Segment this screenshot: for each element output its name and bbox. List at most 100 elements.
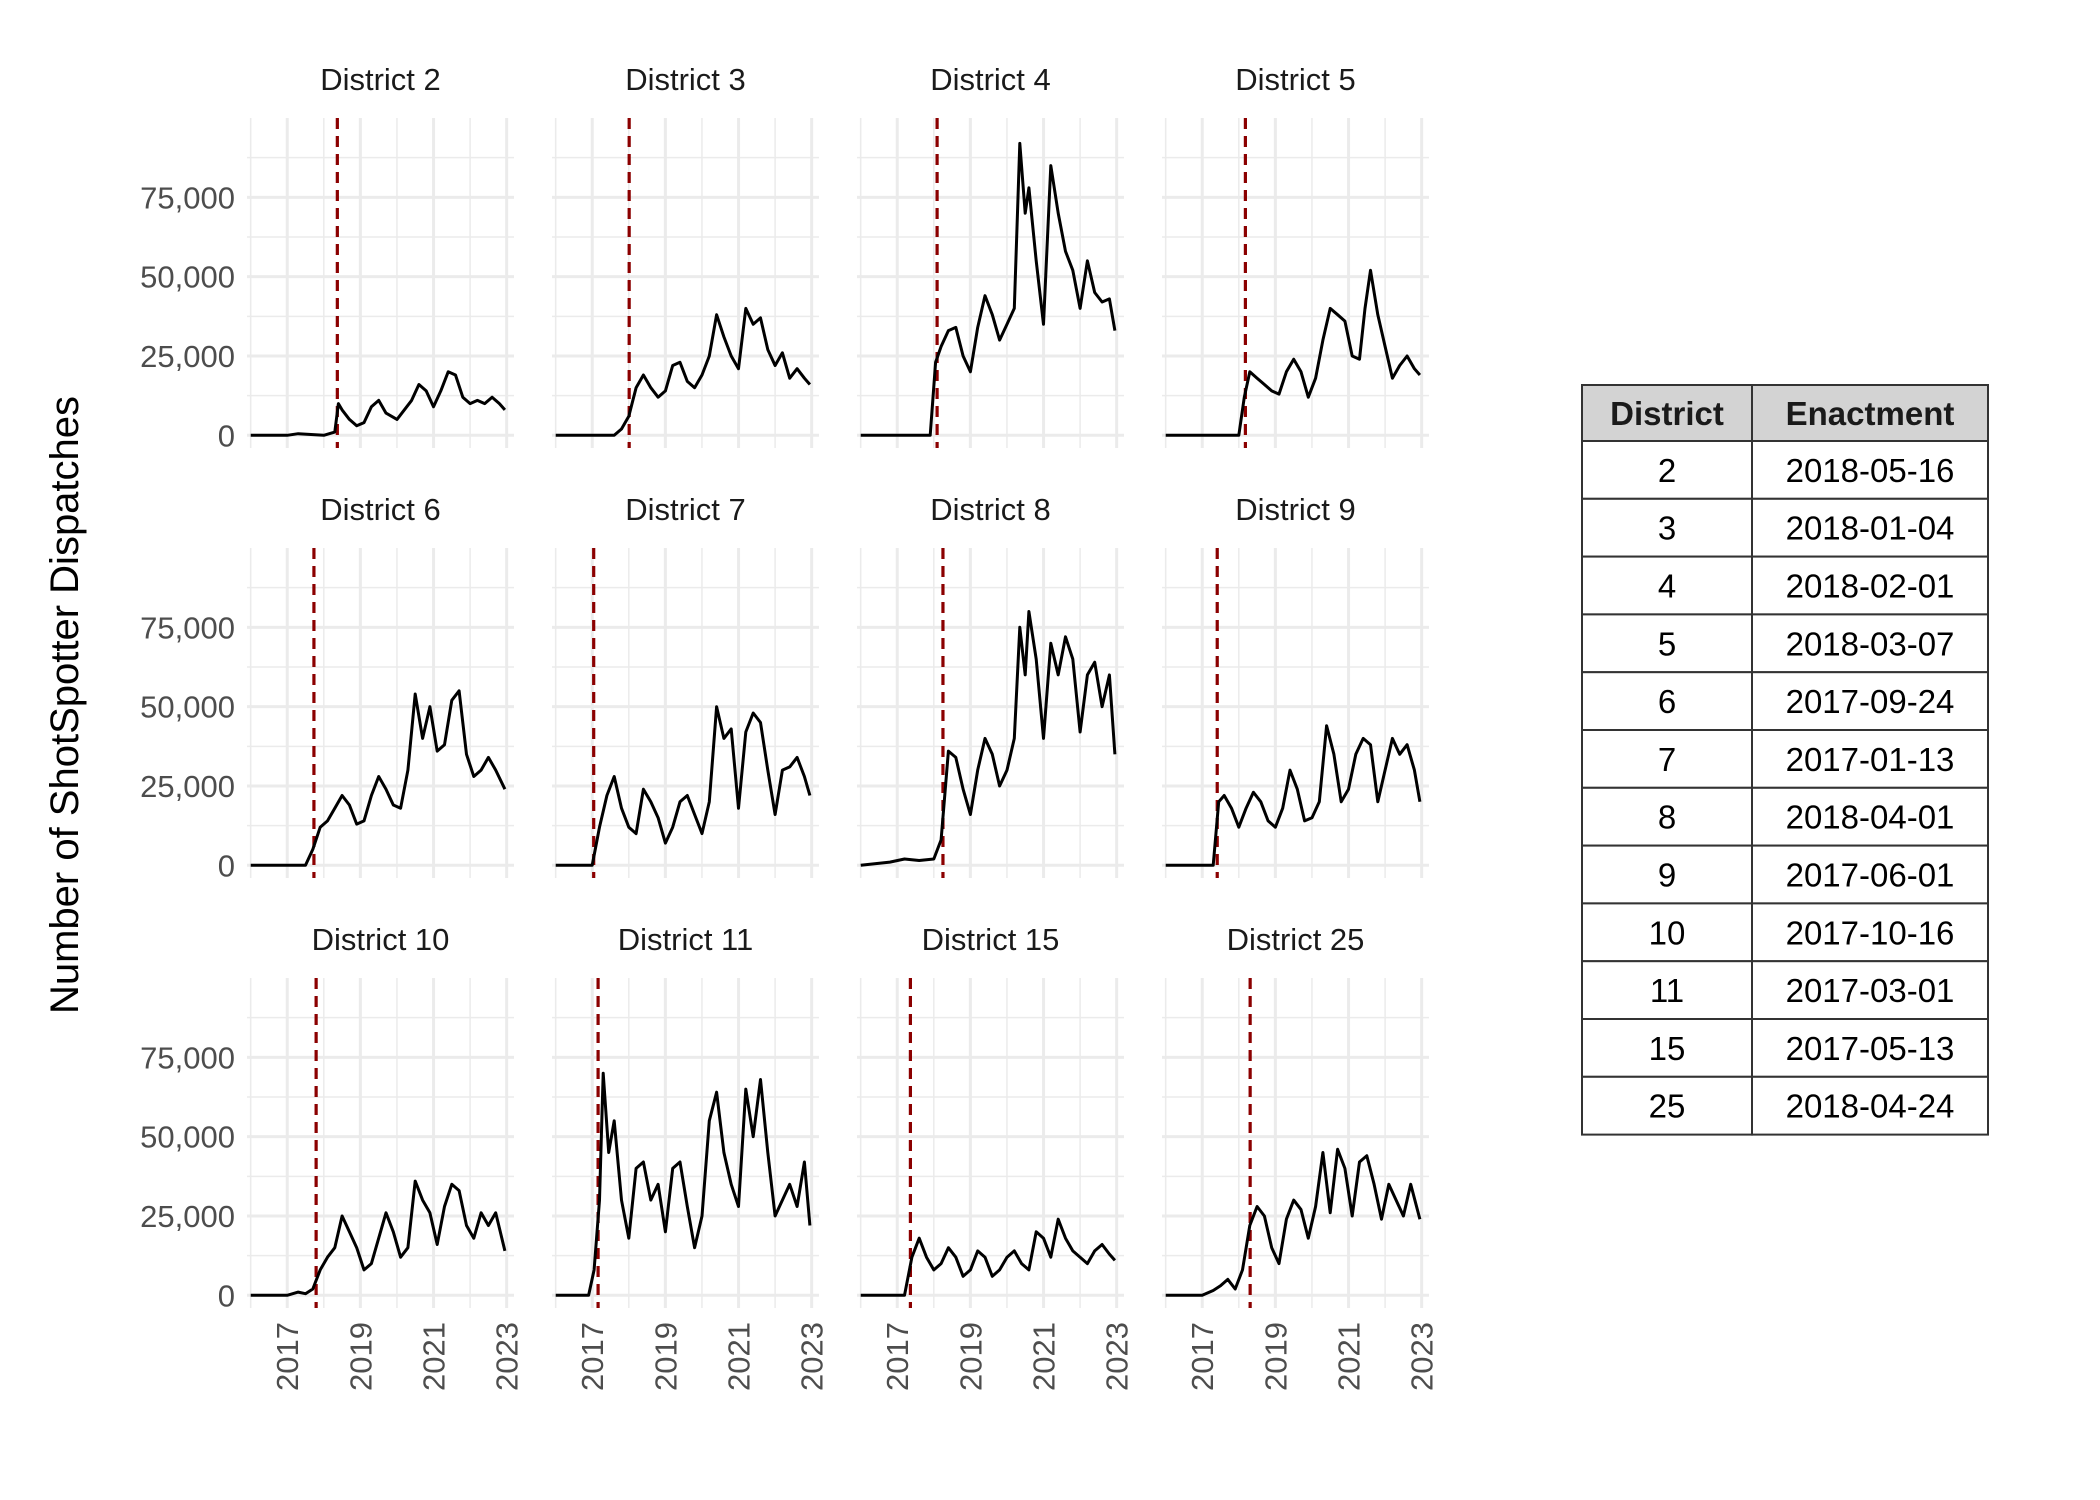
y-tick-label: 25,000 bbox=[140, 769, 235, 804]
facet-district-6: District 6 0 25,000 50,000 75,000 bbox=[140, 492, 514, 883]
x-tick-label: 2021 bbox=[722, 1322, 757, 1391]
table-district-cell: 25 bbox=[1649, 1088, 1686, 1125]
table-enactment-cell: 2018-02-01 bbox=[1786, 568, 1955, 605]
facet-strip-label: District 15 bbox=[922, 922, 1060, 957]
table-cell bbox=[1751, 440, 1989, 500]
facet-strip-label: District 2 bbox=[320, 62, 441, 97]
facet-strip-label: District 9 bbox=[1235, 492, 1356, 527]
y-tick-label: 75,000 bbox=[140, 610, 235, 645]
facet-strip-label: District 6 bbox=[320, 492, 441, 527]
table-cell bbox=[1751, 844, 1989, 905]
x-tick-label: 2019 bbox=[1258, 1322, 1293, 1391]
table-header-label: Enactment bbox=[1786, 395, 1955, 432]
table-district-cell: 3 bbox=[1658, 510, 1676, 547]
facet-district-9: District 9 bbox=[1162, 492, 1429, 878]
x-tick-label: 2019 bbox=[953, 1322, 988, 1391]
table-cell bbox=[1581, 440, 1753, 500]
y-tick-label: 75,000 bbox=[140, 180, 235, 215]
series-line bbox=[860, 610, 1117, 867]
table-cell bbox=[1751, 613, 1989, 674]
facet-district-10: District 10 0 25,000 50,000 75,000 2017 2019 20… bbox=[140, 922, 525, 1391]
table-district-cell: 6 bbox=[1658, 683, 1676, 720]
x-tick-label: 2021 bbox=[417, 1322, 452, 1391]
series-line bbox=[555, 1071, 812, 1297]
table-enactment-cell: 2017-09-24 bbox=[1786, 683, 1955, 720]
x-tick-label: 2023 bbox=[490, 1322, 525, 1391]
facet-strip-label: District 10 bbox=[312, 922, 450, 957]
series-line bbox=[555, 306, 812, 437]
table-cell bbox=[1751, 902, 1989, 963]
table-header-cell bbox=[1751, 384, 1989, 442]
y-axis-label: Number of ShotSpotter Dispatches bbox=[43, 396, 87, 1014]
table-enactment-cell: 2018-05-16 bbox=[1786, 452, 1955, 489]
series-line bbox=[1165, 1147, 1422, 1297]
facet-district-4: District 4 bbox=[857, 62, 1124, 448]
series-line bbox=[250, 370, 507, 437]
x-tick-label: 2017 bbox=[270, 1322, 305, 1391]
y-tick-label: 0 bbox=[218, 848, 235, 883]
series-line bbox=[1165, 268, 1422, 437]
table-cell bbox=[1581, 555, 1753, 616]
table-district-cell: 9 bbox=[1658, 857, 1676, 894]
table-enactment-cell: 2017-05-13 bbox=[1786, 1030, 1955, 1067]
table-enactment-cell: 2018-04-01 bbox=[1786, 799, 1955, 836]
facet-strip-label: District 5 bbox=[1235, 62, 1356, 97]
facet-district-25: District 25 2017 2019 2021 2023 bbox=[1162, 922, 1440, 1391]
table-cell bbox=[1751, 960, 1989, 1021]
facet-strip-label: District 3 bbox=[625, 62, 746, 97]
series-line bbox=[250, 689, 507, 867]
y-tick-label: 50,000 bbox=[140, 690, 235, 725]
table-cell bbox=[1751, 786, 1989, 847]
table-cell bbox=[1751, 1075, 1989, 1136]
table-enactment-cell: 2017-10-16 bbox=[1786, 914, 1955, 951]
y-tick-label: 50,000 bbox=[140, 260, 235, 295]
series-line bbox=[555, 705, 812, 867]
table-cell bbox=[1581, 729, 1753, 789]
x-tick-label: 2021 bbox=[1027, 1322, 1062, 1391]
table-enactment-cell: 2017-06-01 bbox=[1786, 857, 1955, 894]
table-district-cell: 11 bbox=[1650, 972, 1684, 1009]
table-cell bbox=[1581, 671, 1753, 732]
table-cell bbox=[1581, 844, 1753, 905]
facet-strip-label: District 8 bbox=[930, 492, 1051, 527]
facet-strip-label: District 11 bbox=[618, 922, 754, 957]
table-header-label: District bbox=[1610, 395, 1724, 432]
x-tick-label: 2021 bbox=[1332, 1322, 1367, 1391]
table-enactment-cell: 2018-01-04 bbox=[1786, 510, 1955, 547]
table-header-cell bbox=[1581, 384, 1753, 442]
series-line bbox=[250, 1179, 507, 1297]
table-cell bbox=[1751, 497, 1989, 558]
y-tick-label: 50,000 bbox=[140, 1120, 235, 1155]
facet-strip-label: District 4 bbox=[930, 62, 1051, 97]
table-cell bbox=[1581, 786, 1753, 847]
x-tick-label: 2017 bbox=[1185, 1322, 1220, 1391]
facet-district-11: District 11 2017 2019 2021 2023 bbox=[552, 922, 830, 1391]
table-cell bbox=[1751, 729, 1989, 789]
x-tick-label: 2023 bbox=[1100, 1322, 1135, 1391]
table-district-cell: 4 bbox=[1658, 568, 1676, 605]
x-tick-label: 2023 bbox=[1405, 1322, 1440, 1391]
y-tick-label: 25,000 bbox=[140, 339, 235, 374]
table-enactment-cell: 2018-04-24 bbox=[1786, 1088, 1955, 1125]
table-cell bbox=[1751, 555, 1989, 616]
table-district-cell: 5 bbox=[1658, 625, 1676, 662]
series-line bbox=[860, 141, 1117, 437]
table-district-cell: 7 bbox=[1658, 741, 1676, 778]
table-cell bbox=[1581, 1075, 1753, 1136]
facet-district-8: District 8 bbox=[857, 492, 1124, 878]
facet-district-3: District 3 bbox=[552, 62, 819, 448]
series-line bbox=[1165, 724, 1422, 867]
facet-district-15: District 15 2017 2019 2021 2023 bbox=[857, 922, 1135, 1391]
x-tick-label: 2023 bbox=[795, 1322, 830, 1391]
facet-district-5: District 5 bbox=[1162, 62, 1429, 448]
table-district-cell: 8 bbox=[1658, 799, 1676, 836]
table-enactment-cell: 2018-03-07 bbox=[1786, 625, 1955, 662]
x-tick-label: 2017 bbox=[575, 1322, 610, 1391]
facet-strip-label: District 7 bbox=[625, 492, 746, 527]
x-tick-label: 2019 bbox=[648, 1322, 683, 1391]
table-cell bbox=[1581, 497, 1753, 558]
facet-district-2: District 2 0 25,000 50,000 75,000 bbox=[140, 62, 514, 453]
table-district-cell: 2 bbox=[1658, 452, 1676, 489]
table-district-cell: 15 bbox=[1649, 1030, 1686, 1067]
